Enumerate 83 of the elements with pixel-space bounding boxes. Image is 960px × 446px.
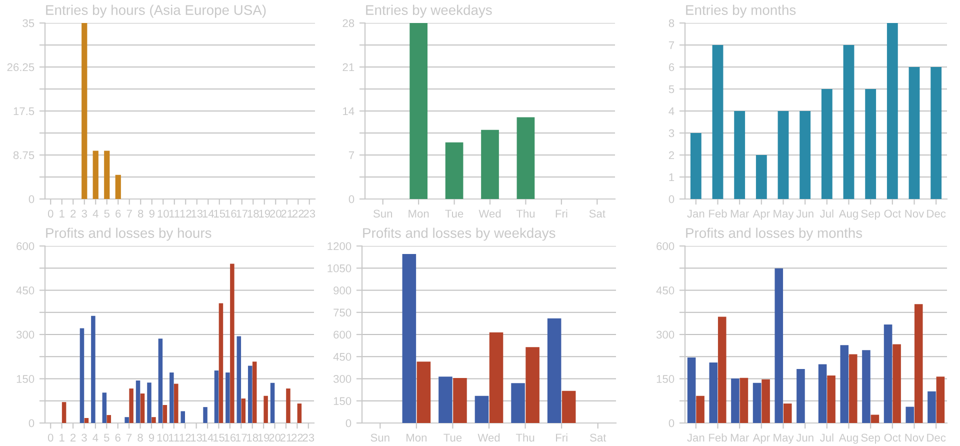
bar: [410, 23, 428, 199]
bar: [158, 338, 163, 423]
bar: [756, 155, 767, 199]
bar: [862, 350, 870, 423]
bar: [906, 406, 914, 423]
bar: [438, 376, 452, 423]
bar: [690, 133, 702, 199]
bar: [827, 376, 836, 423]
bar: [892, 344, 901, 423]
bar: [152, 417, 156, 423]
bar: [800, 111, 811, 199]
bar: [170, 372, 174, 423]
bar: [547, 318, 562, 423]
bar: [236, 336, 242, 423]
bar: [778, 111, 789, 199]
bar: [92, 150, 98, 199]
bar: [687, 358, 696, 423]
bar: [82, 23, 88, 199]
bar: [481, 130, 499, 199]
bar: [762, 379, 770, 423]
bar: [203, 407, 208, 423]
bar: [752, 382, 762, 423]
bar: [783, 404, 792, 423]
bar: [818, 364, 827, 423]
bar: [136, 380, 140, 423]
bar: [489, 332, 504, 423]
bar: [884, 324, 892, 423]
bar: [252, 362, 257, 423]
bar: [562, 390, 576, 423]
bar: [80, 328, 84, 423]
bar: [840, 345, 849, 423]
bar: [402, 254, 416, 423]
bar: [696, 396, 704, 423]
bar: [129, 388, 134, 423]
bar: [474, 396, 489, 423]
bar: [297, 404, 302, 423]
bar: [174, 384, 178, 423]
bar: [712, 45, 724, 199]
bar: [848, 354, 858, 423]
bar: [734, 111, 746, 199]
bar: [102, 392, 107, 423]
bar: [124, 417, 129, 423]
bar: [218, 303, 224, 423]
bar: [843, 45, 854, 199]
bar: [796, 369, 805, 423]
bar: [718, 316, 726, 423]
bar: [740, 378, 748, 423]
bar: [886, 23, 898, 199]
bar: [286, 388, 290, 423]
bar: [821, 89, 832, 199]
bar: [270, 382, 275, 423]
bar: [147, 382, 152, 423]
bar: [908, 67, 920, 199]
bar: [248, 366, 252, 423]
bar: [865, 89, 876, 199]
bar: [870, 414, 880, 423]
bar: [84, 418, 89, 423]
bar: [91, 316, 96, 423]
bar: [930, 67, 942, 199]
bar: [914, 304, 923, 423]
bar: [774, 268, 784, 423]
bar: [104, 150, 110, 199]
bar: [416, 362, 431, 423]
bar: [526, 347, 540, 423]
bar: [115, 174, 121, 199]
bar: [106, 415, 112, 423]
bar: [709, 362, 718, 423]
bar: [445, 142, 464, 199]
bar: [516, 117, 535, 199]
bar: [511, 383, 525, 423]
bar: [936, 376, 945, 423]
bar: [214, 370, 219, 423]
bar: [241, 398, 246, 423]
bar: [180, 411, 185, 423]
bar: [226, 372, 230, 423]
bar: [264, 396, 268, 423]
bar: [453, 378, 467, 423]
bar: [162, 405, 168, 423]
bar: [62, 402, 66, 423]
bar: [230, 264, 234, 423]
bar: [731, 378, 740, 423]
bar: [140, 394, 145, 423]
bar: [928, 391, 936, 423]
